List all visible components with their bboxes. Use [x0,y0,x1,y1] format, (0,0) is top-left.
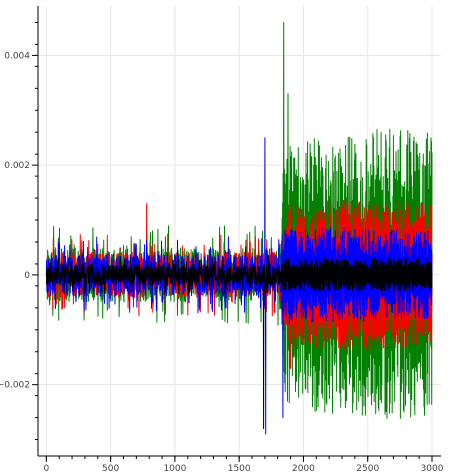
y-tick-label-1: 0 [24,271,30,281]
y-tick-label-0: −0.002 [0,381,30,391]
x-tick-label-5: 2500 [356,464,379,474]
x-tick-label-3: 1500 [228,464,251,474]
y-tick-label-2: 0.002 [4,161,30,171]
x-tick-label-0: 0 [43,464,49,474]
series-group [45,22,433,435]
series-line-4 [45,255,433,430]
axes: 0 500 1000 1500 2000 2500 3000 −0.002 0 0.002 0.00… [0,6,444,474]
x-tick-label-1: 500 [102,464,119,474]
x-tick-label-2: 1000 [163,464,186,474]
y-tick-label-3: 0.004 [4,51,30,61]
x-tick-label-4: 2000 [292,464,315,474]
x-tick-label-6: 3000 [421,464,444,474]
